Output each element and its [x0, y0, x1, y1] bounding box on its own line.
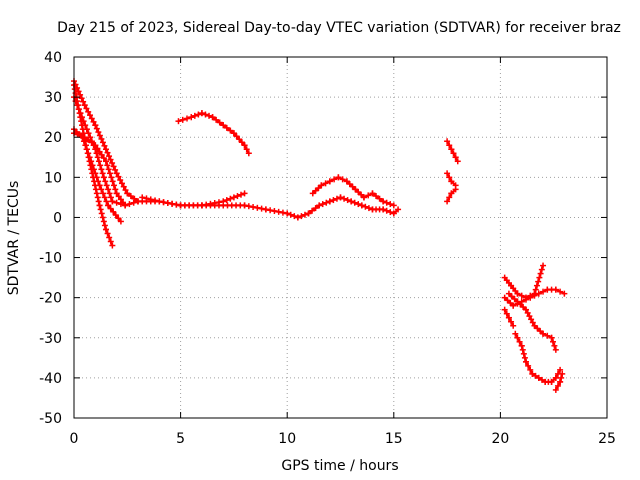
- series-s8: [175, 110, 252, 157]
- x-tick-label: 10: [278, 431, 296, 447]
- series-s16: [512, 330, 564, 385]
- series-layer: [71, 78, 568, 393]
- y-tick-label: 40: [44, 50, 62, 66]
- x-tick-label: 0: [70, 431, 79, 447]
- x-tick-label: 15: [385, 431, 403, 447]
- plot-frame: [73, 56, 608, 419]
- series-s5: [71, 130, 129, 209]
- y-axis-ticks: -50 -40 -30 -20 -10 0 10 20 30 40: [39, 50, 607, 427]
- x-tick-label: 25: [598, 431, 616, 447]
- series-s4: [71, 78, 141, 205]
- y-tick-label: -10: [39, 251, 62, 267]
- series-s9: [444, 138, 461, 165]
- y-tick-label: 0: [53, 210, 62, 226]
- x-tick-label: 5: [176, 431, 185, 447]
- series-s7: [309, 174, 397, 209]
- series-s17: [552, 370, 566, 393]
- chart-title: Day 215 of 2023, Sidereal Day-to-day VTE…: [57, 20, 621, 36]
- x-axis-ticks: 0 5 10 15 20 25: [70, 57, 616, 447]
- series-s10: [444, 170, 459, 189]
- y-tick-label: -50: [39, 411, 62, 427]
- y-tick-label: 20: [44, 130, 62, 146]
- series-s6: [139, 194, 402, 221]
- series-s11: [444, 186, 459, 205]
- x-tick-label: 20: [491, 431, 509, 447]
- y-tick-label: 30: [44, 90, 62, 106]
- y-axis-label: SDTVAR / TECUs: [6, 181, 22, 296]
- y-tick-label: -40: [39, 371, 62, 387]
- series-s15: [501, 306, 517, 329]
- y-tick-label: -30: [39, 331, 62, 347]
- series-s14: [505, 290, 559, 353]
- y-tick-label: 10: [44, 170, 62, 186]
- y-tick-label: -20: [39, 291, 62, 307]
- x-axis-label: GPS time / hours: [281, 458, 398, 474]
